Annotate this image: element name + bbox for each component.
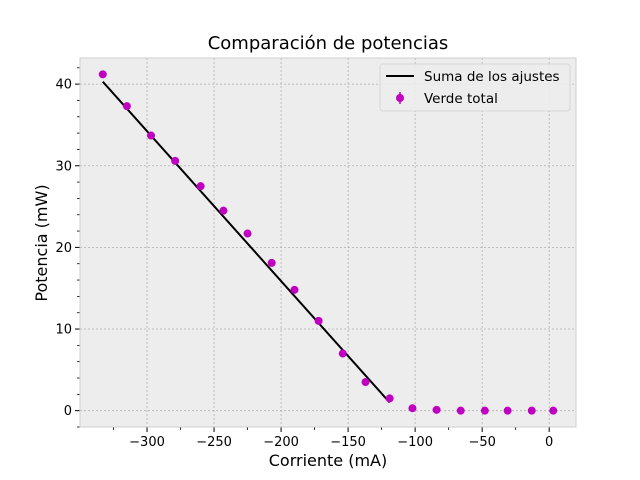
y-tick-label: 20 <box>55 241 72 256</box>
legend-marker-swatch <box>396 94 404 102</box>
data-point <box>408 404 417 413</box>
axis-ticks: −300 −250 −200 −150 −100 −50 0 0 10 20 30 40 <box>55 67 553 450</box>
data-point <box>432 405 441 414</box>
data-point <box>456 406 465 415</box>
data-point <box>338 349 347 358</box>
data-point <box>267 258 276 267</box>
x-tick-label: −150 <box>330 435 366 450</box>
legend-box <box>379 63 571 112</box>
y-tick-label: 40 <box>55 78 72 93</box>
data-point <box>503 406 512 415</box>
y-tick-label: 30 <box>55 159 72 174</box>
y-tick-label: 10 <box>55 323 72 338</box>
legend-label: Suma de los ajustes <box>424 69 560 85</box>
series-layer <box>98 70 558 415</box>
data-point <box>290 285 299 294</box>
data-point <box>527 406 536 415</box>
x-tick-label: −100 <box>397 435 433 450</box>
data-point <box>243 229 252 238</box>
x-tick-label: −50 <box>468 435 495 450</box>
legend: Suma de los ajustes Verde total <box>379 63 571 112</box>
x-axis-label: Corriente (mA) <box>269 451 387 470</box>
data-point <box>549 406 558 415</box>
plot-frame <box>79 57 577 428</box>
y-tick-label: 0 <box>64 404 72 419</box>
data-point <box>98 70 107 79</box>
y-axis-label: Potencia (mW) <box>32 184 51 301</box>
x-tick-label: −250 <box>196 435 232 450</box>
data-point <box>219 206 228 215</box>
data-point <box>314 316 323 325</box>
data-point <box>361 378 370 387</box>
x-tick-label: 0 <box>545 435 553 450</box>
legend-label: Verde total <box>424 91 498 107</box>
grid-lines <box>80 58 576 427</box>
data-point <box>171 156 180 165</box>
data-point <box>147 131 156 140</box>
data-point <box>122 102 131 111</box>
data-point <box>480 406 489 415</box>
chart-title: Comparación de potencias <box>208 33 449 54</box>
x-tick-label: −200 <box>263 435 299 450</box>
data-point <box>385 394 394 403</box>
x-tick-label: −300 <box>129 435 165 450</box>
plot-area <box>80 58 576 427</box>
data-point <box>196 182 205 191</box>
